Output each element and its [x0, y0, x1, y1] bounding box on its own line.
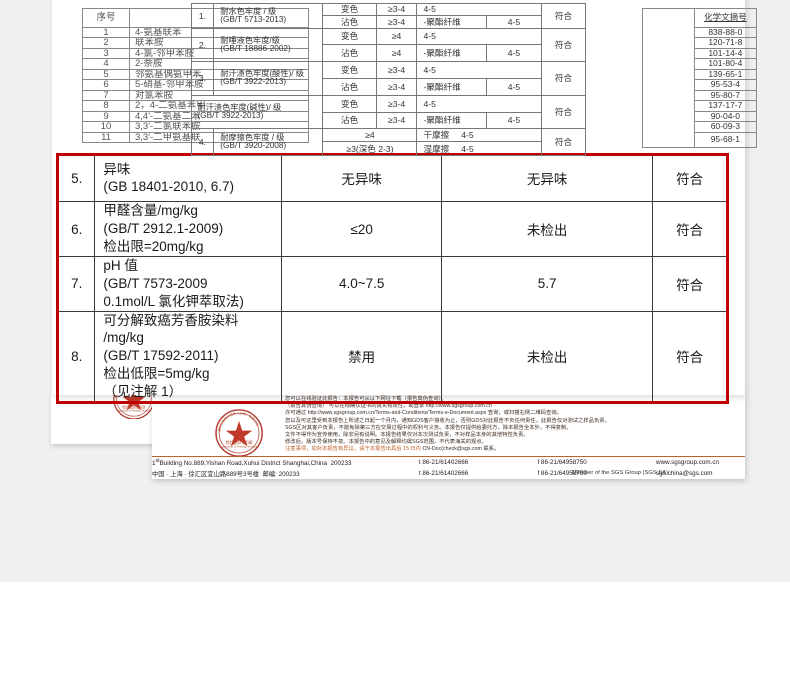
svg-text:Inspection & Testing Services: Inspection & Testing Services: [117, 408, 152, 412]
svg-text:Inspection & Testing Services: Inspection & Testing Services: [219, 445, 259, 449]
svg-text:检验检测专用章: 检验检测专用章: [122, 404, 146, 409]
